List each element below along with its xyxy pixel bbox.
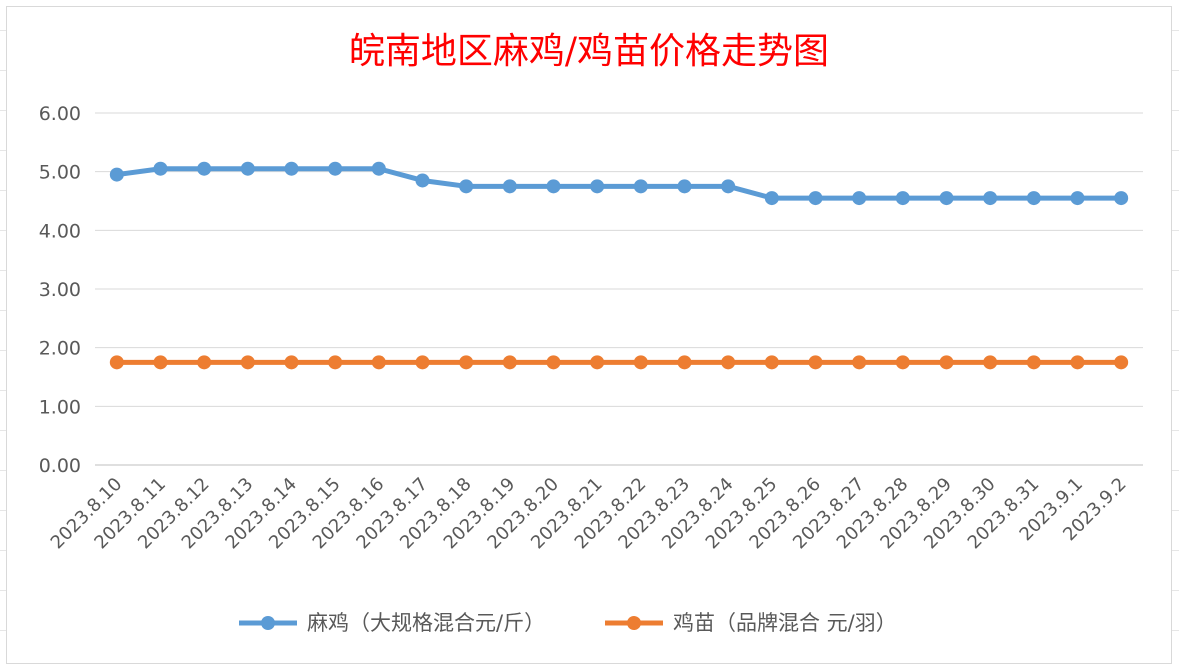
data-point[interactable] — [808, 355, 823, 370]
data-point[interactable] — [1114, 191, 1129, 206]
data-point[interactable] — [764, 355, 779, 370]
data-point[interactable] — [721, 355, 736, 370]
y-tick-label: 2.00 — [39, 338, 81, 360]
y-gridlines — [95, 112, 1143, 466]
data-point[interactable] — [677, 179, 692, 194]
x-axis-ticks: 2023.8.102023.8.112023.8.122023.8.132023… — [47, 474, 1131, 554]
data-point[interactable] — [939, 355, 954, 370]
data-point[interactable] — [153, 355, 168, 370]
data-point[interactable] — [1070, 191, 1085, 206]
data-point[interactable] — [1114, 355, 1129, 370]
line-chart: 皖南地区麻鸡/鸡苗价格走势图 0.00 1.00 2.00 3.00 4.00 5.00 6… — [39, 31, 1143, 635]
data-point[interactable] — [546, 355, 561, 370]
data-point[interactable] — [240, 161, 255, 176]
data-point[interactable] — [895, 355, 910, 370]
chart-title: 皖南地区麻鸡/鸡苗价格走势图 — [349, 31, 829, 72]
legend-item-series-2[interactable]: 鸡苗（品牌混合 元/羽） — [605, 611, 897, 635]
data-point[interactable] — [677, 355, 692, 370]
y-tick-label: 5.00 — [39, 162, 81, 184]
legend-label-series-1: 麻鸡（大规格混合元/斤） — [307, 611, 545, 635]
data-point[interactable] — [1026, 355, 1041, 370]
legend-label-series-2: 鸡苗（品牌混合 元/羽） — [673, 611, 897, 635]
y-tick-label: 4.00 — [39, 220, 81, 242]
series-1 — [109, 161, 1129, 206]
data-point[interactable] — [153, 161, 168, 176]
data-point[interactable] — [633, 355, 648, 370]
y-tick-label: 1.00 — [39, 396, 81, 418]
data-point[interactable] — [328, 355, 343, 370]
series-layer — [109, 161, 1129, 370]
data-point[interactable] — [415, 355, 430, 370]
data-point[interactable] — [371, 355, 386, 370]
data-point[interactable] — [939, 191, 954, 206]
legend[interactable]: 麻鸡（大规格混合元/斤） 鸡苗（品牌混合 元/羽） — [239, 611, 897, 635]
data-point[interactable] — [721, 179, 736, 194]
data-point[interactable] — [590, 355, 605, 370]
data-point[interactable] — [284, 355, 299, 370]
data-point[interactable] — [371, 161, 386, 176]
data-point[interactable] — [852, 191, 867, 206]
y-tick-label: 0.00 — [39, 455, 81, 477]
data-point[interactable] — [852, 355, 867, 370]
data-point[interactable] — [546, 179, 561, 194]
data-point[interactable] — [284, 161, 299, 176]
series-2 — [109, 355, 1129, 370]
data-point[interactable] — [502, 179, 517, 194]
data-point[interactable] — [983, 355, 998, 370]
data-point[interactable] — [590, 179, 605, 194]
y-tick-label: 6.00 — [39, 103, 81, 125]
data-point[interactable] — [895, 191, 910, 206]
series-line — [114, 166, 1124, 201]
data-point[interactable] — [1070, 355, 1085, 370]
data-point[interactable] — [764, 191, 779, 206]
data-point[interactable] — [109, 355, 124, 370]
data-point[interactable] — [197, 161, 212, 176]
legend-marker-series-1 — [261, 616, 275, 630]
legend-marker-series-2 — [627, 616, 641, 630]
data-point[interactable] — [197, 355, 212, 370]
legend-item-series-1[interactable]: 麻鸡（大规格混合元/斤） — [239, 611, 545, 635]
data-point[interactable] — [1026, 191, 1041, 206]
y-tick-label: 3.00 — [39, 279, 81, 301]
data-point[interactable] — [240, 355, 255, 370]
data-point[interactable] — [502, 355, 517, 370]
chart-area[interactable]: 皖南地区麻鸡/鸡苗价格走势图 0.00 1.00 2.00 3.00 4.00 5.00 6… — [6, 6, 1172, 664]
data-point[interactable] — [328, 161, 343, 176]
y-axis-ticks: 0.00 1.00 2.00 3.00 4.00 5.00 6.00 — [39, 103, 81, 477]
data-point[interactable] — [109, 167, 124, 182]
data-point[interactable] — [633, 179, 648, 194]
data-point[interactable] — [415, 173, 430, 188]
data-point[interactable] — [459, 355, 474, 370]
data-point[interactable] — [459, 179, 474, 194]
data-point[interactable] — [983, 191, 998, 206]
data-point[interactable] — [808, 191, 823, 206]
